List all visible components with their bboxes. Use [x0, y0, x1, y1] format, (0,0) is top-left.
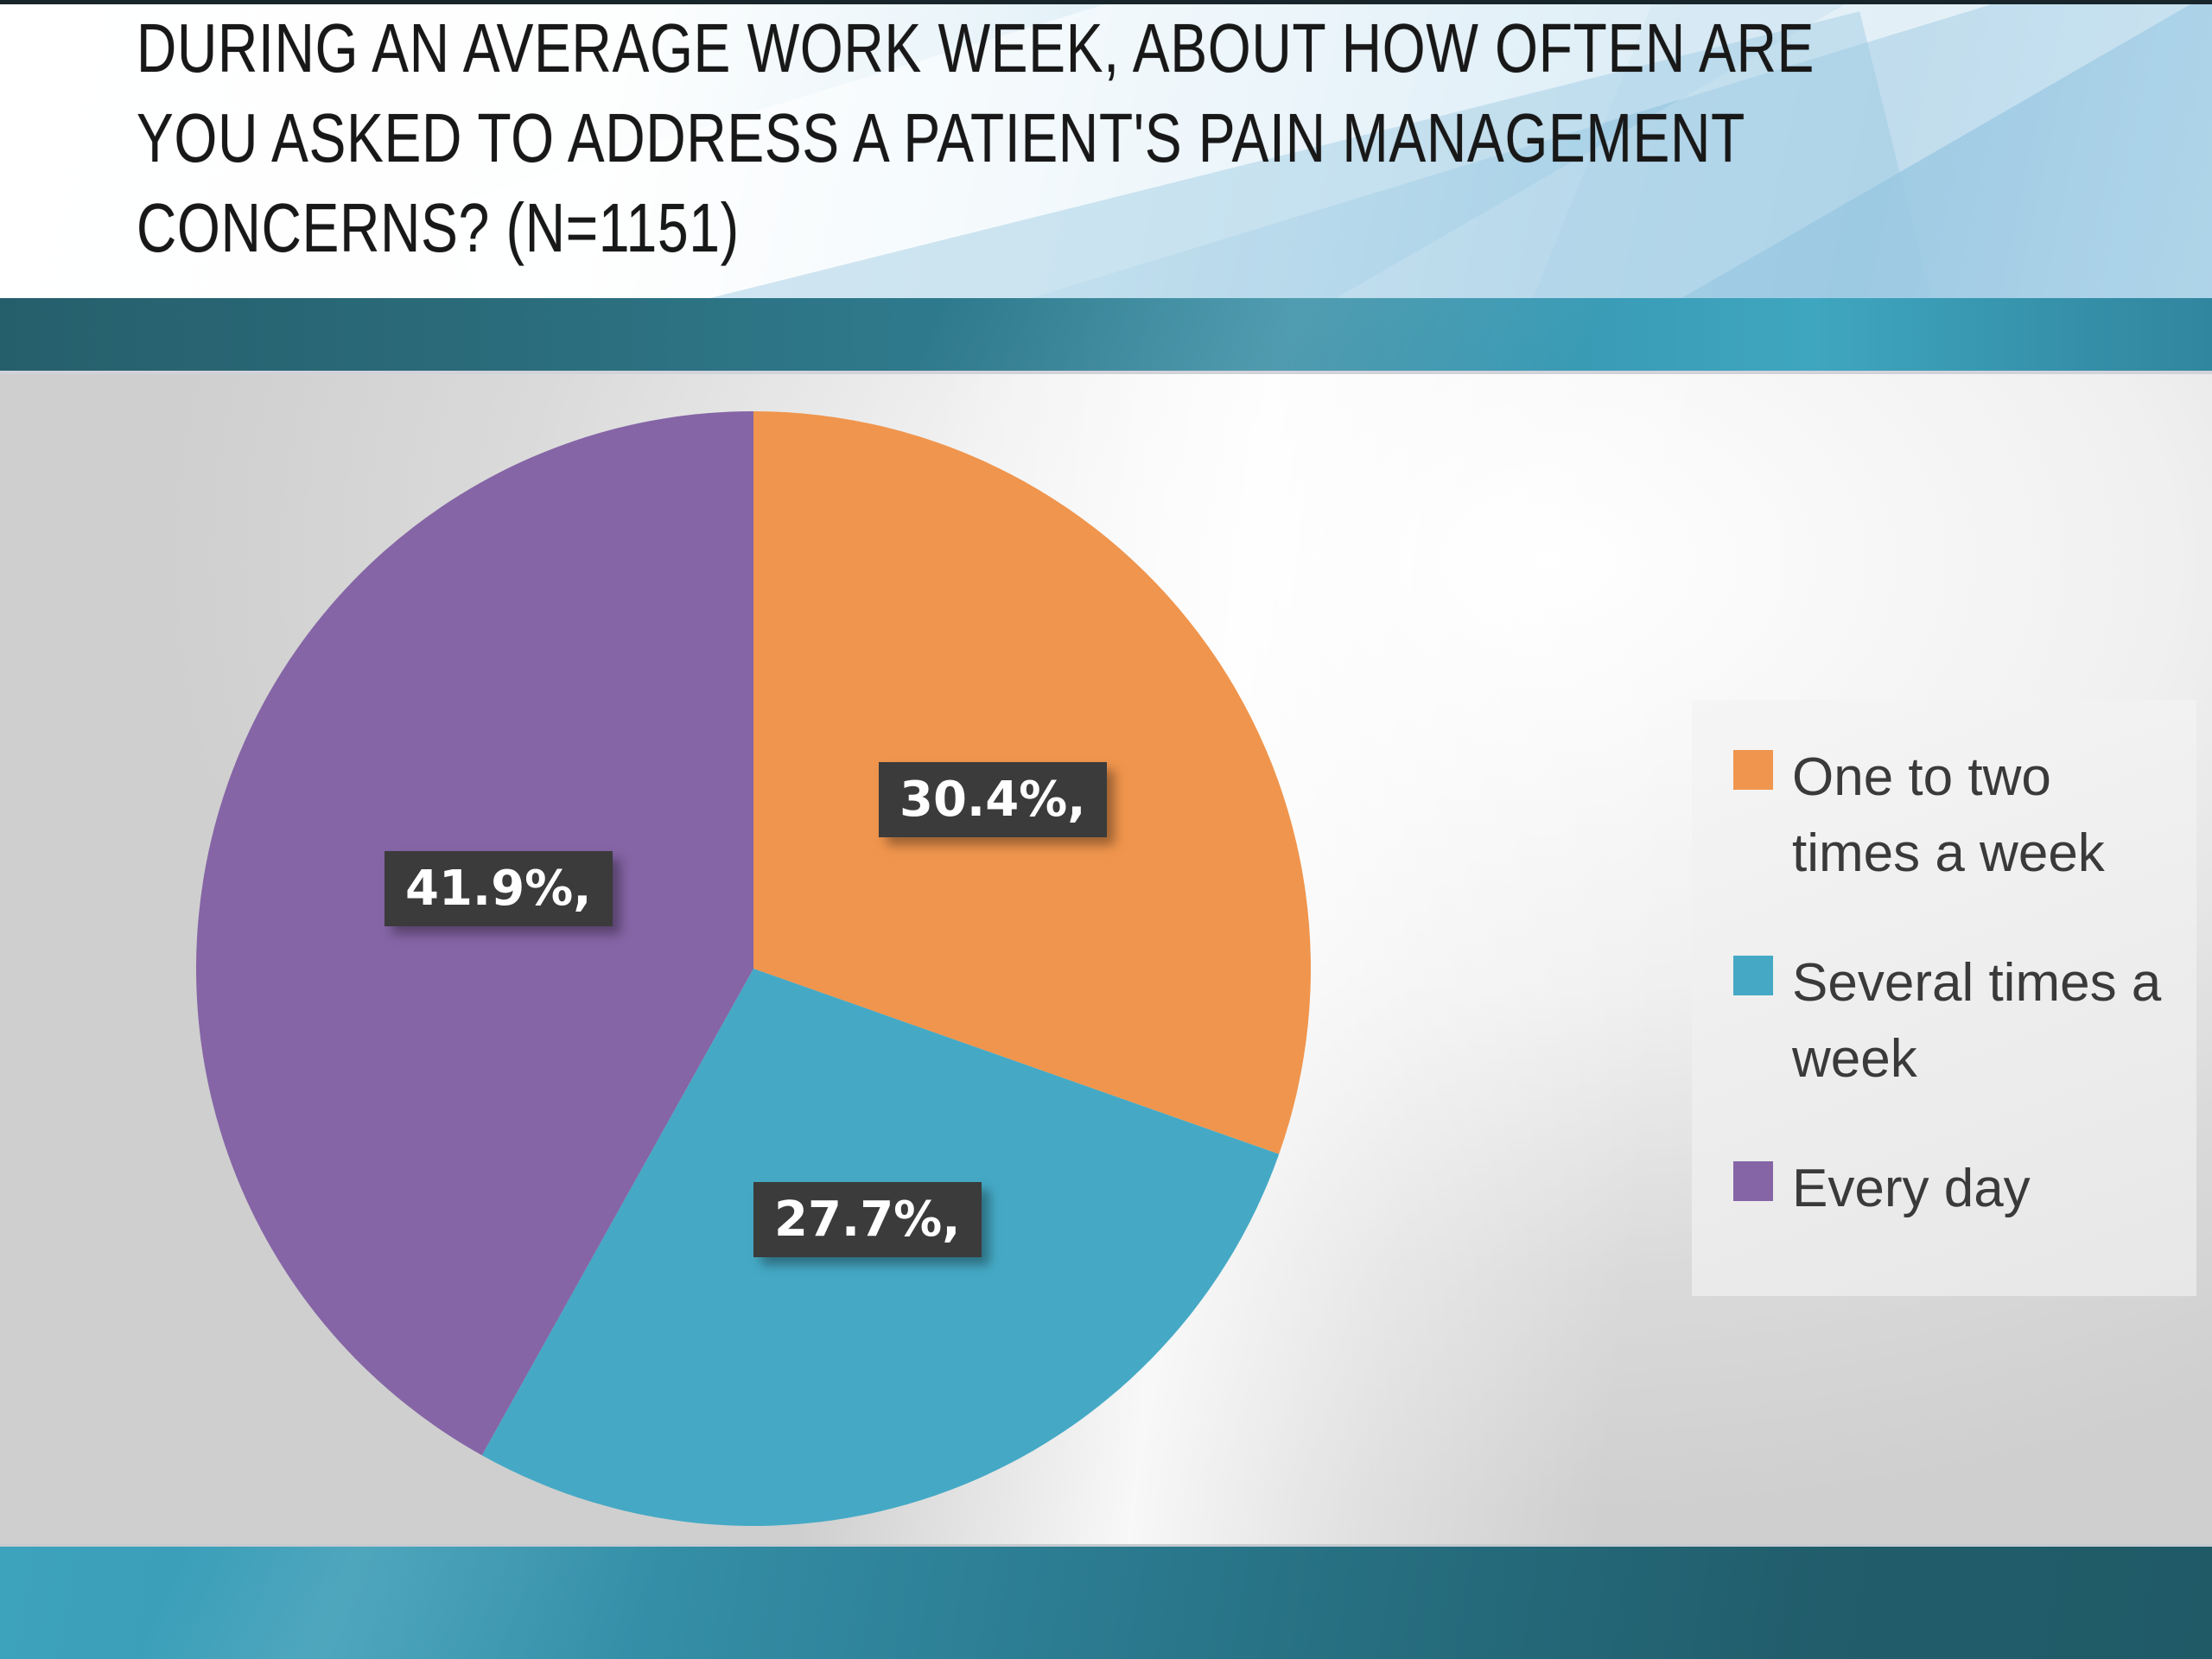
legend-marker-square-icon [1733, 1161, 1773, 1201]
top-edge-line [0, 0, 2212, 4]
pie-data-label-every-day: 41.9%, [385, 851, 613, 926]
legend-item-several-times: Several times a week [1733, 945, 2196, 1097]
legend-label: One to two times a week [1792, 747, 2105, 883]
legend: One to two times a week Several times a … [1692, 700, 2196, 1296]
legend-marker-square-icon [1733, 750, 1773, 790]
pie-data-label-one-to-two: 30.4%, [879, 762, 1107, 837]
legend-label: Every day [1792, 1159, 2031, 1218]
pie-chart [196, 411, 1312, 1526]
pie-data-label-several-times: 27.7%, [753, 1182, 982, 1257]
header: DURING AN AVERAGE WORK WEEK, ABOUT HOW O… [0, 0, 2212, 298]
legend-item-every-day: Every day [1733, 1151, 2196, 1227]
legend-item-one-to-two: One to two times a week [1733, 740, 2196, 892]
pie-slice-2 [196, 411, 754, 1456]
slide-title: DURING AN AVERAGE WORK WEEK, ABOUT HOW O… [137, 10, 1815, 266]
legend-marker-square-icon [1733, 956, 1773, 995]
legend-label: Several times a week [1792, 953, 2162, 1089]
top-teal-band [0, 298, 2212, 371]
bottom-teal-band [0, 1547, 2212, 1659]
chart-area: 30.4%, 27.7%, 41.9%, One to two times a … [0, 371, 2212, 1547]
